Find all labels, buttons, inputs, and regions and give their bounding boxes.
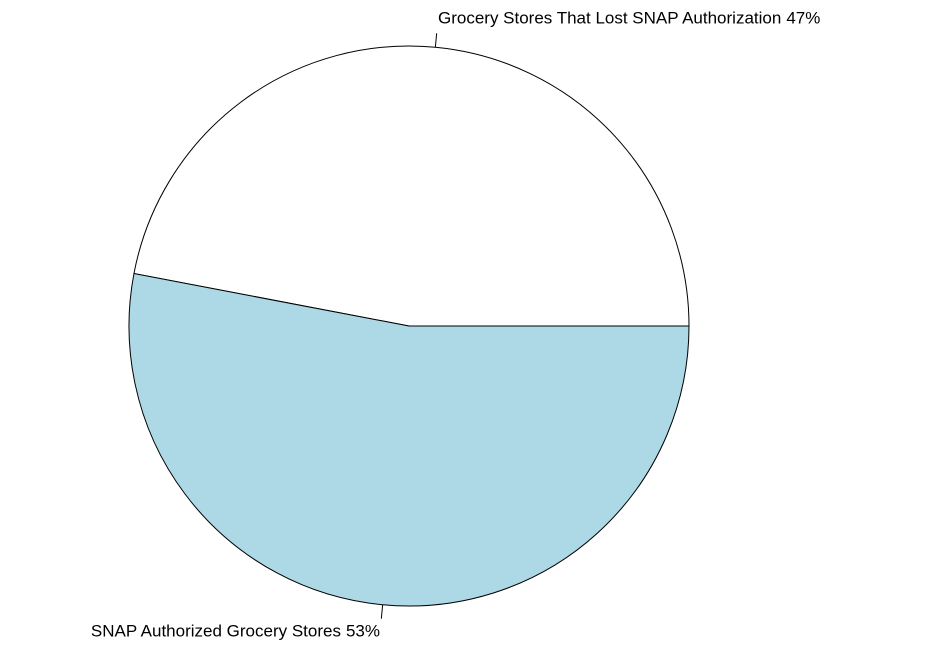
value-label: 47% — [786, 9, 820, 28]
value-label: 53% — [346, 622, 380, 641]
slice-label: SNAP Authorized Grocery Stores 53% — [91, 622, 380, 641]
category-label: SNAP Authorized Grocery Stores — [91, 622, 341, 641]
category-label: Grocery Stores That Lost SNAP Authorizat… — [438, 9, 781, 28]
pie-slice — [133, 45, 690, 327]
pie-slice — [128, 272, 690, 607]
label-tick — [434, 33, 438, 48]
label-tick — [380, 604, 384, 619]
slice-label: Grocery Stores That Lost SNAP Authorizat… — [438, 9, 820, 28]
